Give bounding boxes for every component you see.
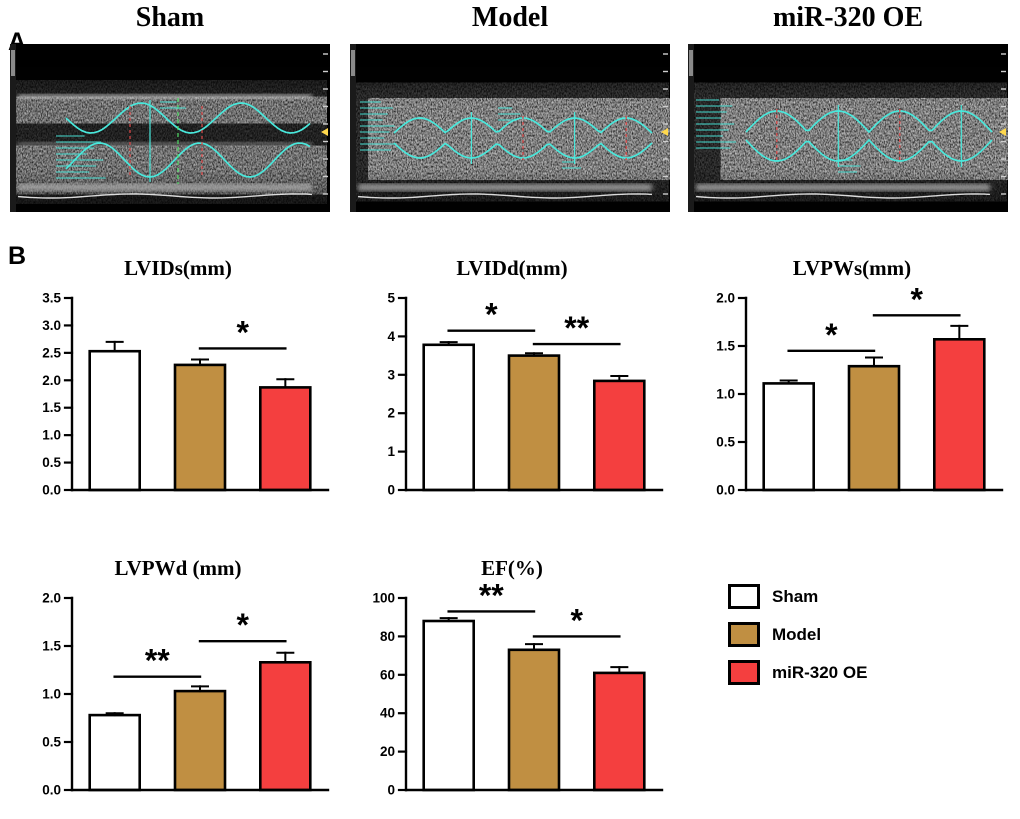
gain-bar	[10, 44, 16, 212]
gain-bar	[688, 44, 694, 212]
svg-text:1.5: 1.5	[716, 339, 735, 354]
svg-text:1.0: 1.0	[42, 687, 61, 702]
svg-text:3: 3	[387, 367, 395, 382]
legend-label-model: Model	[772, 624, 822, 644]
chart-lvpwd: LVPWd (mm) 0.0 0.5 1.0 1.5 2.0 ** *	[22, 556, 334, 812]
chart-title-lvidd: LVIDd(mm)	[456, 256, 568, 280]
chart-title-ef: EF(%)	[481, 556, 543, 580]
echo-image-sham	[10, 44, 330, 212]
svg-text:0: 0	[387, 483, 395, 498]
ecg-baseline-trace	[357, 193, 653, 199]
chart-title-lvpws: LVPWs(mm)	[792, 256, 912, 280]
svg-text:0.5: 0.5	[42, 735, 61, 750]
ecg-baseline-trace	[695, 193, 991, 199]
echo-ultrasound-graphic	[688, 44, 1008, 212]
svg-text:0: 0	[387, 783, 395, 798]
svg-text:0.0: 0.0	[42, 783, 61, 798]
svg-text:0.0: 0.0	[716, 483, 735, 498]
ecg-baseline-trace	[17, 193, 313, 199]
legend-label-mir320oe: miR-320 OE	[772, 662, 868, 682]
echo-title-mir320oe: miR-320 OE	[772, 2, 924, 33]
svg-text:4: 4	[387, 329, 395, 344]
legend-swatch-mir320oe	[728, 660, 760, 685]
panel-b-label: B	[8, 242, 27, 270]
svg-text:0.5: 0.5	[716, 435, 735, 450]
legend-swatch-sham	[728, 584, 760, 609]
svg-text:20: 20	[380, 744, 395, 759]
chart-title-lvpwd: LVPWd (mm)	[114, 556, 242, 580]
svg-text:**: **	[479, 582, 504, 613]
svg-text:5: 5	[387, 291, 395, 306]
focus-marker-icon	[321, 128, 328, 136]
svg-text:0.5: 0.5	[42, 455, 61, 470]
depth-scale-ruler	[999, 53, 1006, 195]
chart-lvids: LVIDs(mm) 0.0 0.5 1.0 1.5 2.0 2.5 3.0 3.5 *	[22, 256, 334, 512]
svg-text:1: 1	[387, 444, 395, 459]
legend-row-sham: Sham	[728, 584, 867, 609]
depth-scale-ruler	[321, 53, 328, 195]
svg-text:**: **	[564, 310, 589, 346]
legend-label-sham: Sham	[772, 586, 819, 606]
legend-row-mir320oe: miR-320 OE	[728, 660, 867, 685]
echo-trace	[696, 99, 993, 173]
svg-text:80: 80	[380, 629, 395, 644]
focus-marker-icon	[999, 128, 1006, 136]
svg-text:3.5: 3.5	[42, 291, 61, 306]
bar-chart-lvpws: 0.0 0.5 1.0 1.5 2.0 * *	[716, 282, 1004, 498]
svg-text:*: *	[236, 607, 249, 643]
echo-ultrasound-graphic	[10, 44, 330, 212]
svg-text:1.0: 1.0	[716, 387, 735, 402]
depth-scale-ruler	[661, 53, 668, 195]
svg-text:0.0: 0.0	[42, 483, 61, 498]
svg-text:2.5: 2.5	[42, 345, 61, 360]
chart-title-lvids: LVIDs(mm)	[124, 256, 232, 280]
bar-chart-lvids: 0.0 0.5 1.0 1.5 2.0 2.5 3.0 3.5 *	[42, 291, 330, 498]
svg-text:1.0: 1.0	[42, 428, 61, 443]
svg-text:2: 2	[387, 406, 395, 421]
svg-text:*: *	[485, 297, 498, 333]
legend: Sham Model miR-320 OE	[728, 584, 867, 698]
svg-text:2.0: 2.0	[42, 373, 61, 388]
svg-text:100: 100	[372, 591, 395, 606]
echo-image-model	[350, 44, 670, 212]
svg-text:*: *	[236, 315, 249, 351]
svg-text:60: 60	[380, 667, 395, 682]
svg-text:3.0: 3.0	[42, 318, 61, 333]
chart-lvidd: LVIDd(mm) 0 1 2 3 4 5 * **	[356, 256, 668, 512]
svg-text:1.5: 1.5	[42, 639, 61, 654]
svg-text:**: **	[145, 643, 170, 679]
svg-text:2.0: 2.0	[42, 591, 61, 606]
echo-trace	[360, 101, 653, 169]
focus-marker-icon	[661, 128, 668, 136]
echo-ultrasound-graphic	[350, 44, 670, 212]
svg-text:2.0: 2.0	[716, 291, 735, 306]
chart-lvpws: LVPWs(mm) 0.0 0.5 1.0 1.5 2.0 * *	[696, 256, 1008, 512]
legend-swatch-model	[728, 622, 760, 647]
chart-ef: EF(%) 0 20 40 60 80 100 ** *	[356, 556, 668, 812]
bar-chart-lvpwd: 0.00.51.01.52.0***	[42, 591, 330, 798]
svg-text:*: *	[825, 317, 838, 353]
legend-row-model: Model	[728, 622, 867, 647]
svg-text:*: *	[910, 282, 923, 317]
echo-image-mir320oe	[688, 44, 1008, 212]
svg-text:*: *	[570, 602, 583, 638]
svg-text:1.5: 1.5	[42, 400, 61, 415]
echo-trace	[56, 98, 311, 184]
svg-text:40: 40	[380, 706, 395, 721]
echo-title-model: Model	[471, 2, 549, 33]
gain-bar	[350, 44, 356, 212]
echo-title-sham: Sham	[135, 2, 205, 33]
